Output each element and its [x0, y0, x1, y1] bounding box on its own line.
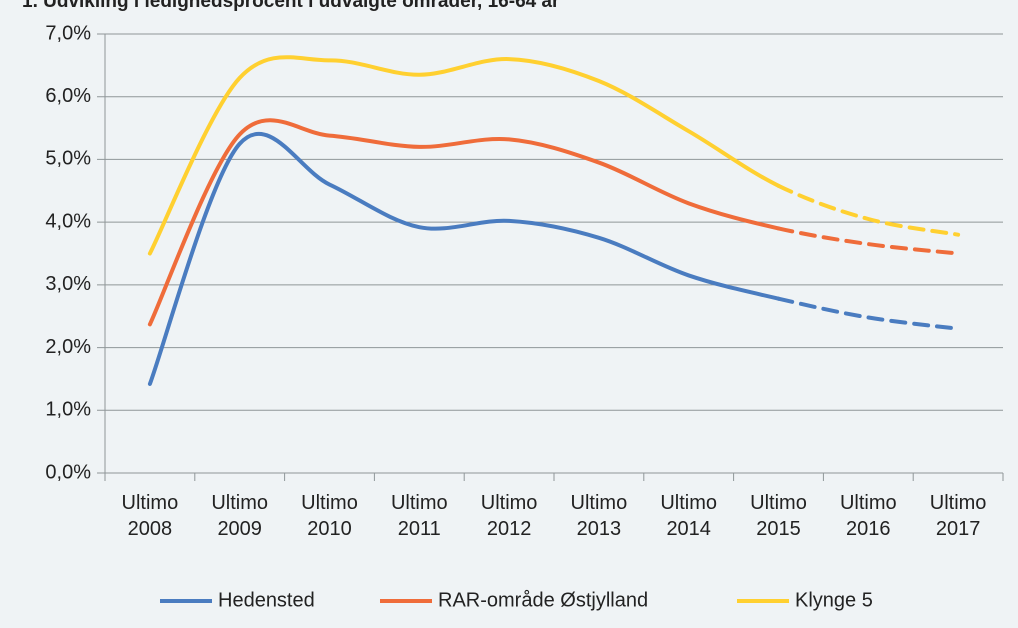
x-tick-label: Ultimo 2009	[211, 492, 269, 540]
series-line	[776, 296, 961, 331]
x-tick-label: Ultimo 2010	[301, 492, 358, 540]
x-tick-label: Ultimo 2012	[480, 492, 538, 540]
chart-title: 1. Udvikling i ledighedsprocent i udvalg…	[22, 0, 560, 12]
x-tick-label: Ultimo 2017	[929, 492, 987, 540]
series-line	[147, 55, 781, 256]
series-line	[776, 226, 961, 256]
x-tick-label: Ultimo 2016	[839, 492, 897, 540]
x-tick-label: Ultimo 2011	[390, 492, 448, 540]
x-tick-label: Ultimo 2008	[121, 492, 179, 540]
x-tick-label: Ultimo 2015	[750, 492, 807, 540]
legend-label: Klynge 5	[795, 589, 873, 611]
y-tick-label: 1,0%	[45, 399, 91, 421]
legend-label: Hedensted	[218, 589, 315, 611]
legend-label: RAR-område Østjylland	[438, 589, 648, 611]
y-tick-label: 3,0%	[45, 273, 91, 295]
x-tick-label: Ultimo 2013	[570, 492, 628, 540]
y-tick-label: 6,0%	[45, 85, 91, 107]
y-tick-label: 2,0%	[45, 336, 91, 358]
y-tick-label: 4,0%	[45, 210, 91, 232]
x-tick-label: Ultimo 2014	[660, 492, 718, 540]
series-line	[147, 131, 781, 386]
series-line	[776, 183, 961, 237]
y-tick-label: 0,0%	[45, 461, 91, 483]
y-tick-label: 5,0%	[45, 148, 91, 170]
series-line	[147, 118, 781, 327]
y-tick-label: 7,0%	[45, 22, 91, 44]
